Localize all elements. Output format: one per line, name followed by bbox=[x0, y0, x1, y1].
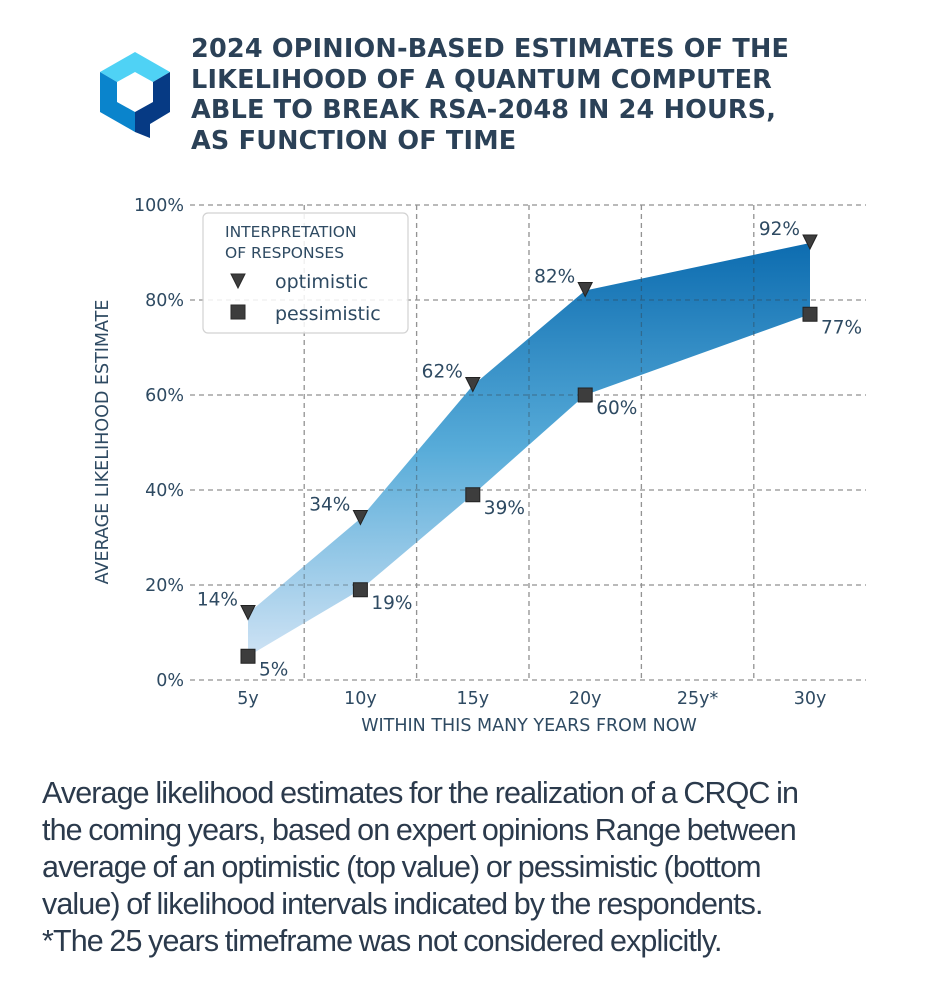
optimistic-value-label: 92% bbox=[759, 219, 800, 240]
y-axis-ticks: 0% 20% 40% 60% 80% 100% bbox=[134, 196, 184, 691]
y-tick-label: 0% bbox=[156, 671, 184, 691]
legend-square-icon bbox=[230, 304, 246, 320]
logo-left-face bbox=[100, 72, 135, 132]
optimistic-value-label: 34% bbox=[309, 495, 350, 516]
caption-line: Average likelihood estimates for the rea… bbox=[42, 776, 799, 810]
caption-line: average of an optimistic (top value) or … bbox=[42, 850, 762, 884]
quantum-cube-logo bbox=[100, 52, 170, 138]
y-tick-label: 40% bbox=[145, 481, 184, 501]
logo-top-face bbox=[100, 52, 170, 82]
caption-line: *The 25 years timeframe was not consider… bbox=[42, 924, 722, 958]
optimistic-marker bbox=[464, 377, 481, 393]
x-tick-label: 30y bbox=[794, 689, 827, 709]
likelihood-range-band bbox=[248, 243, 810, 657]
legend-title-line: OF RESPONSES bbox=[225, 244, 344, 262]
legend-title-line: INTERPRETATION bbox=[225, 223, 357, 241]
grid-overlay bbox=[190, 204, 866, 681]
x-tick-label: 20y bbox=[569, 689, 602, 709]
optimistic-value-label: 14% bbox=[197, 590, 238, 611]
pessimistic-value-label: 5% bbox=[259, 659, 288, 680]
caption-line: the coming years, based on expert opinio… bbox=[42, 813, 797, 847]
pessimistic-marker bbox=[465, 487, 481, 503]
optimistic-marker bbox=[240, 605, 256, 621]
x-tick-label: 10y bbox=[344, 689, 377, 709]
pessimistic-marker bbox=[577, 387, 593, 403]
pessimistic-marker bbox=[240, 648, 256, 664]
legend-label-pessimistic: pessimistic bbox=[275, 303, 381, 325]
optimistic-value-label: 62% bbox=[422, 362, 463, 383]
y-tick-label: 20% bbox=[145, 576, 184, 596]
optimistic-marker bbox=[577, 282, 594, 298]
y-tick-label: 100% bbox=[134, 196, 184, 216]
x-tick-label: 15y bbox=[456, 689, 489, 709]
legend-triangle-down-icon bbox=[230, 273, 246, 290]
y-axis-label: AVERAGE LIKELIHOOD ESTIMATE bbox=[93, 300, 113, 585]
legend-label-optimistic: optimistic bbox=[275, 271, 368, 293]
x-axis-label: WITHIN THIS MANY YEARS FROM NOW bbox=[361, 716, 697, 736]
optimistic-value-label: 82% bbox=[534, 267, 575, 288]
pessimistic-value-label: 60% bbox=[596, 398, 637, 419]
pessimistic-value-label: 77% bbox=[821, 317, 862, 338]
chart-title: 2024 OPINION-BASED ESTIMATES OF THE LIKE… bbox=[191, 34, 911, 156]
title-line: AS FUNCTION OF TIME bbox=[191, 125, 517, 156]
optimistic-marker bbox=[352, 510, 369, 526]
optimistic-marker bbox=[802, 234, 818, 251]
pessimistic-marker bbox=[352, 582, 368, 598]
caption-line: value) of likelihood intervals indicated… bbox=[42, 887, 764, 921]
y-tick-label: 60% bbox=[145, 386, 184, 406]
likelihood-chart: 0% 20% 40% 60% 80% 100% 5y 10y 15y 20y 25y* 30y AV… bbox=[93, 196, 866, 736]
pessimistic-marker bbox=[802, 306, 818, 322]
title-line: ABLE TO BREAK RSA-2048 IN 24 HOURS, bbox=[191, 95, 777, 125]
logo-right-face bbox=[135, 72, 170, 138]
x-axis-ticks: 5y 10y 15y 20y 25y* 30y bbox=[237, 689, 826, 709]
pessimistic-value-label: 39% bbox=[484, 498, 525, 519]
data-markers: 14% 34% 62% 82% 92% 5% 19% 39% 60% 77% bbox=[197, 219, 862, 680]
legend-box bbox=[202, 212, 409, 334]
legend: INTERPRETATION OF RESPONSES optimistic p… bbox=[202, 212, 409, 334]
title-line: 2024 OPINION-BASED ESTIMATES OF THE bbox=[191, 34, 790, 64]
figure-caption: Average likelihood estimates for the rea… bbox=[42, 775, 922, 960]
x-tick-label: 25y* bbox=[677, 689, 719, 709]
y-tick-label: 80% bbox=[145, 291, 184, 311]
pessimistic-value-label: 19% bbox=[371, 593, 412, 614]
x-tick-label: 5y bbox=[237, 689, 259, 709]
title-line: LIKELIHOOD OF A QUANTUM COMPUTER bbox=[191, 64, 773, 95]
